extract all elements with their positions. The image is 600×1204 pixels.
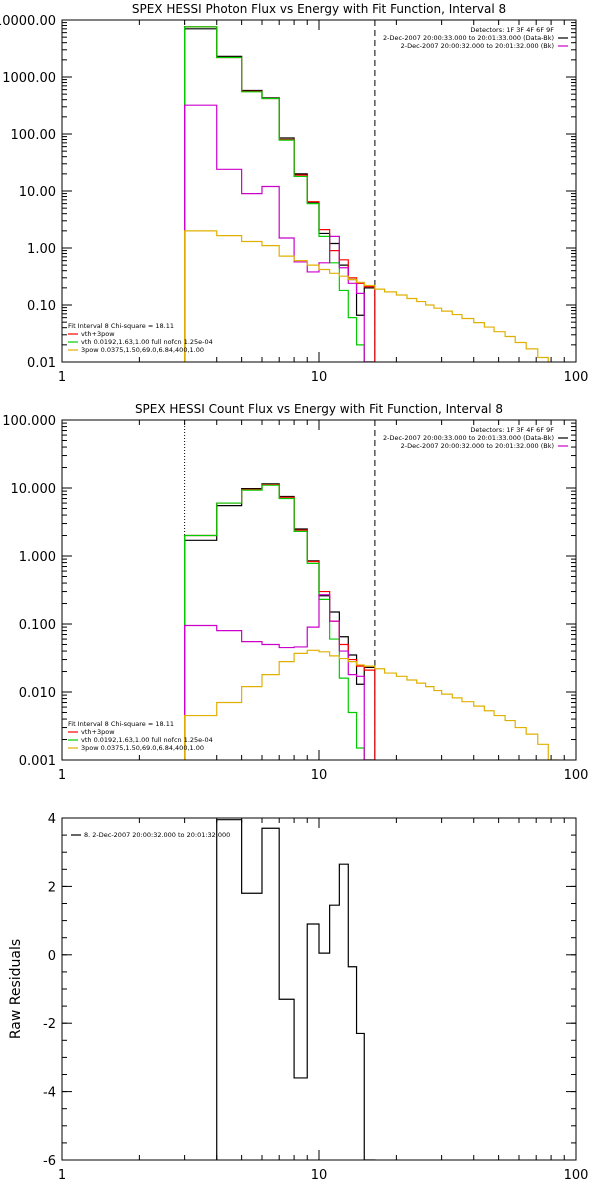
x-tick-label: 100 <box>564 1168 589 1183</box>
x-tick-label: 10 <box>311 370 328 385</box>
legend-entry: Detectors: 1F 3F 4F 6F 9F <box>470 26 554 34</box>
photon-flux-panel: SPEX HESSI Photon Flux vs Energy with Fi… <box>0 2 588 385</box>
residuals-panel: 1 10 100 -6 -4 -2 0 2 4 Raw Residuals 8. 2-Dec-200… <box>8 812 588 1183</box>
legend-entry: 2-Dec-2007 20:00:33.000 to 20:01:33.000 … <box>383 34 554 42</box>
x-tick-label: 10 <box>311 768 328 783</box>
y-tick-label: -2 <box>43 1017 56 1032</box>
series-line-0 <box>216 819 376 1160</box>
y-tick-label: 4 <box>48 812 56 827</box>
legend-entry: vth+3pow <box>81 728 115 736</box>
legend-entry: 3pow 0.0375,1.50,69.0,6.84,400,1.00 <box>81 346 204 354</box>
legend-entry: 2-Dec-2007 20:00:32.000 to 20:01:32.000 … <box>401 442 554 450</box>
y-tick-label: -6 <box>43 1154 56 1169</box>
y-tick-label: 100.000 <box>2 414 56 429</box>
y-tick-label: 100.00 <box>11 128 57 143</box>
legend-entry: Detectors: 1F 3F 4F 6F 9F <box>470 426 554 434</box>
chart-title: SPEX HESSI Photon Flux vs Energy with Fi… <box>132 2 506 16</box>
series-line-0 <box>184 483 376 760</box>
series-line-3 <box>184 594 376 760</box>
x-tick-label: 100 <box>564 768 589 783</box>
series-line-3 <box>184 104 376 362</box>
data-layer <box>184 420 559 760</box>
legend-entry: vth 0.0192,1.63,1.00 full nofcn 1.25e-04 <box>81 736 213 744</box>
chart-title: SPEX HESSI Count Flux vs Energy with Fit… <box>135 402 503 416</box>
y-tick-label: 10.00 <box>19 185 56 200</box>
data-layer <box>216 819 376 1160</box>
x-tick-label: 1 <box>58 768 66 783</box>
y-tick-label: 2 <box>48 880 56 895</box>
y-tick-label: 0.100 <box>19 618 56 633</box>
series-line-1 <box>184 484 376 760</box>
x-tick-label: 100 <box>564 370 589 385</box>
y-tick-label: 10000.00 <box>0 14 56 29</box>
count-flux-panel: SPEX HESSI Count Flux vs Energy with Fit… <box>2 402 588 783</box>
legend-entry: 2-Dec-2007 20:00:33.000 to 20:01:33.000 … <box>383 434 554 442</box>
y-tick-label: -4 <box>43 1086 56 1101</box>
x-tick-label: 1 <box>58 1168 66 1183</box>
y-tick-label: 1.000 <box>19 550 56 565</box>
y-tick-label: 0.010 <box>19 686 56 701</box>
series-line-2 <box>184 484 376 760</box>
y-tick-label: 0.10 <box>27 299 56 314</box>
data-layer <box>184 20 549 362</box>
y-tick-label: 1.00 <box>27 242 56 257</box>
x-tick-label: 10 <box>311 1168 328 1183</box>
legend-entry: vth 0.0192,1.63,1.00 full nofcn 1.25e-04 <box>81 338 213 346</box>
y-tick-label: 1000.00 <box>2 71 56 86</box>
legend-entry: vth+3pow <box>81 330 115 338</box>
y-axis-label: Raw Residuals <box>8 939 24 1039</box>
plot-frame <box>61 419 577 761</box>
legend-fit-info: Fit Interval 8 Chi-square = 18.11 <box>68 322 174 330</box>
legend-entry: 3pow 0.0375,1.50,69.0,6.84,400,1.00 <box>81 744 204 752</box>
plot-frame <box>61 19 577 363</box>
y-tick-label: 0.001 <box>19 754 56 769</box>
x-tick-label: 1 <box>58 370 66 385</box>
series-line-4 <box>184 649 559 760</box>
y-tick-label: 0 <box>48 949 56 964</box>
legend-fit-info: Fit Interval 8 Chi-square = 18.11 <box>68 720 174 728</box>
legend-entry: 2-Dec-2007 20:00:32.000 to 20:01:32.000 … <box>401 42 554 50</box>
y-tick-label: 0.01 <box>27 356 56 371</box>
y-tick-label: 10.000 <box>11 482 57 497</box>
series-line-2 <box>184 26 376 362</box>
legend-entry: 8. 2-Dec-2007 20:00:32.000 to 20:01:32.0… <box>84 831 230 839</box>
series-line-4 <box>184 230 549 362</box>
plot-frame <box>61 817 577 1161</box>
